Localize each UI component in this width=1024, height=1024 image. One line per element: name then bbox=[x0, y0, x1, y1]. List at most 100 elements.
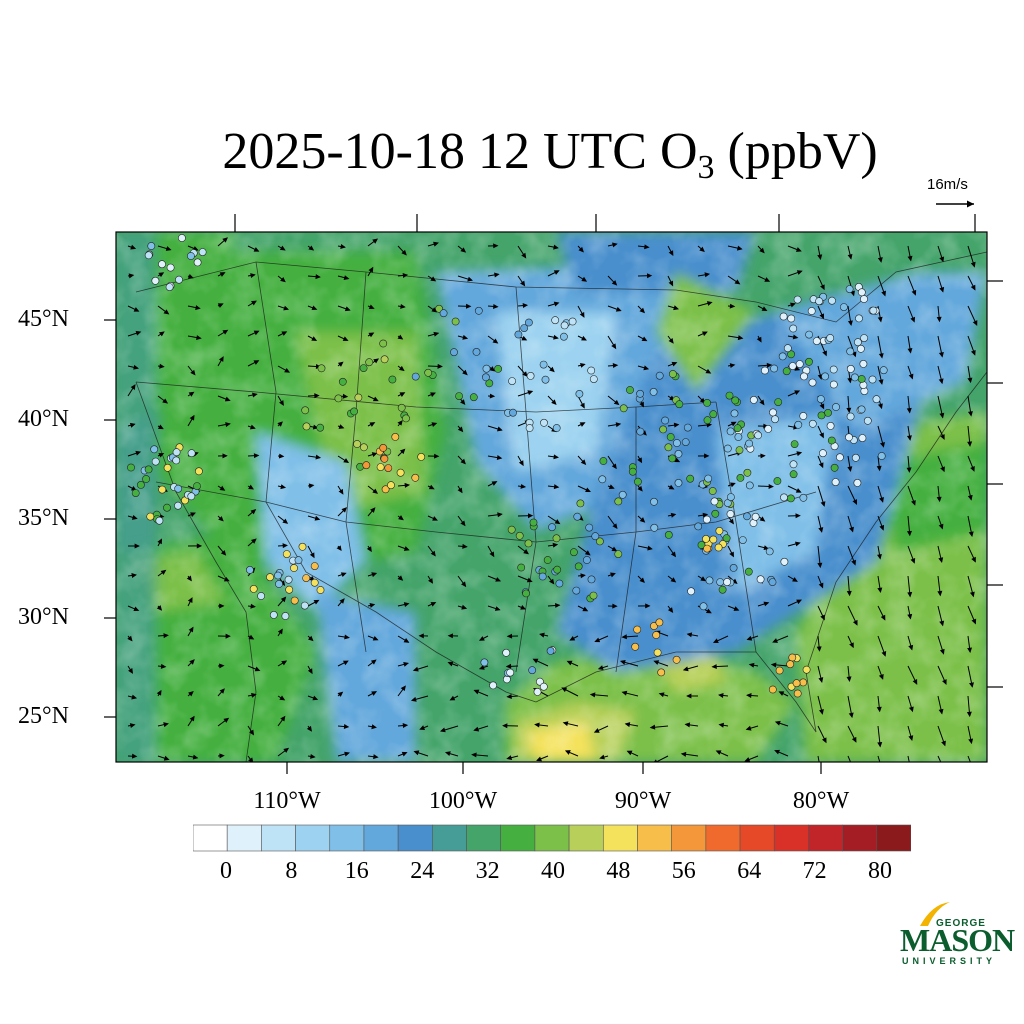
colorbar-label: 0 bbox=[220, 858, 232, 884]
station-marker bbox=[359, 443, 368, 452]
station-marker bbox=[249, 584, 258, 593]
station-marker bbox=[587, 575, 596, 584]
station-marker bbox=[858, 434, 867, 442]
colorbar-swatch bbox=[876, 824, 911, 852]
colorbar-swatch bbox=[226, 824, 262, 852]
station-marker bbox=[830, 463, 839, 472]
station-marker bbox=[725, 391, 734, 400]
station-marker bbox=[338, 377, 347, 386]
station-marker bbox=[380, 454, 389, 463]
station-marker bbox=[854, 338, 862, 347]
station-marker bbox=[553, 565, 562, 574]
station-marker bbox=[745, 439, 753, 448]
station-marker bbox=[551, 316, 560, 325]
station-marker bbox=[388, 375, 397, 384]
station-marker bbox=[681, 438, 690, 446]
station-marker bbox=[743, 512, 751, 521]
lat-label-40n: 40°N bbox=[18, 406, 69, 432]
colorbar-swatch bbox=[602, 824, 638, 852]
colorbar-swatch bbox=[397, 824, 433, 852]
station-marker bbox=[506, 668, 515, 677]
station-marker bbox=[379, 339, 388, 348]
station-marker bbox=[572, 586, 581, 595]
station-marker bbox=[417, 452, 426, 461]
station-marker bbox=[751, 512, 760, 521]
station-marker bbox=[649, 387, 658, 396]
lon-label-80w: 80°W bbox=[792, 788, 850, 814]
station-marker bbox=[788, 653, 797, 662]
station-marker bbox=[543, 556, 552, 564]
station-marker bbox=[793, 295, 802, 304]
station-marker bbox=[726, 510, 735, 518]
station-marker bbox=[805, 357, 813, 366]
station-marker bbox=[694, 522, 703, 531]
station-marker bbox=[257, 592, 265, 600]
station-marker bbox=[828, 296, 836, 305]
station-marker bbox=[362, 461, 371, 470]
station-marker bbox=[702, 534, 710, 543]
colorbar-swatch bbox=[466, 824, 502, 852]
station-marker bbox=[150, 445, 159, 454]
station-marker bbox=[131, 489, 140, 497]
lat-label-45n: 45°N bbox=[18, 306, 69, 332]
wind-reference-arrow-icon bbox=[936, 200, 974, 208]
station-marker bbox=[391, 432, 400, 441]
station-marker bbox=[310, 578, 319, 587]
station-marker bbox=[387, 481, 395, 490]
station-marker bbox=[281, 612, 290, 620]
station-marker bbox=[710, 497, 719, 506]
station-marker bbox=[829, 380, 838, 389]
station-marker bbox=[789, 470, 798, 479]
station-marker bbox=[163, 503, 171, 512]
station-marker bbox=[582, 556, 591, 564]
station-marker bbox=[614, 550, 623, 558]
station-marker bbox=[745, 481, 754, 490]
station-marker bbox=[155, 516, 164, 525]
station-marker bbox=[775, 666, 784, 675]
station-marker bbox=[402, 414, 410, 423]
station-marker bbox=[481, 373, 490, 382]
station-marker bbox=[655, 371, 664, 380]
station-marker bbox=[451, 317, 460, 326]
colorbar-label: 8 bbox=[285, 858, 298, 884]
station-marker bbox=[396, 468, 405, 477]
colorbar-label: 16 bbox=[344, 858, 369, 884]
station-marker bbox=[282, 550, 291, 558]
station-marker bbox=[853, 478, 862, 487]
colorbar-label: 64 bbox=[737, 858, 762, 884]
station-marker bbox=[743, 468, 752, 477]
station-marker bbox=[455, 392, 463, 400]
station-marker bbox=[411, 372, 420, 381]
station-marker bbox=[469, 393, 478, 402]
station-marker bbox=[482, 364, 491, 373]
colorbar-label: 80 bbox=[868, 858, 892, 884]
station-marker bbox=[807, 307, 816, 315]
station-marker bbox=[653, 648, 662, 657]
station-marker bbox=[754, 431, 762, 440]
colorbar-label: 72 bbox=[802, 858, 827, 884]
station-marker bbox=[799, 412, 808, 420]
station-marker bbox=[674, 449, 683, 458]
station-marker bbox=[827, 436, 836, 445]
station-marker bbox=[555, 579, 564, 588]
station-marker bbox=[631, 642, 640, 651]
station-marker bbox=[650, 523, 659, 532]
station-marker bbox=[509, 408, 517, 417]
colorbar-label: 40 bbox=[541, 858, 565, 884]
station-marker bbox=[795, 360, 804, 368]
station-marker bbox=[589, 375, 598, 383]
station-marker bbox=[480, 658, 489, 667]
station-marker bbox=[298, 542, 307, 551]
station-marker bbox=[845, 285, 854, 293]
station-marker bbox=[198, 248, 207, 256]
station-marker bbox=[730, 409, 739, 418]
station-marker bbox=[664, 443, 673, 452]
station-marker bbox=[790, 440, 799, 448]
station-marker bbox=[726, 427, 735, 436]
station-marker bbox=[799, 678, 808, 687]
station-marker bbox=[502, 648, 511, 657]
station-marker bbox=[703, 398, 711, 407]
station-marker bbox=[411, 473, 420, 482]
logo-top-text: GEORGE bbox=[936, 918, 986, 929]
station-marker bbox=[699, 602, 708, 611]
